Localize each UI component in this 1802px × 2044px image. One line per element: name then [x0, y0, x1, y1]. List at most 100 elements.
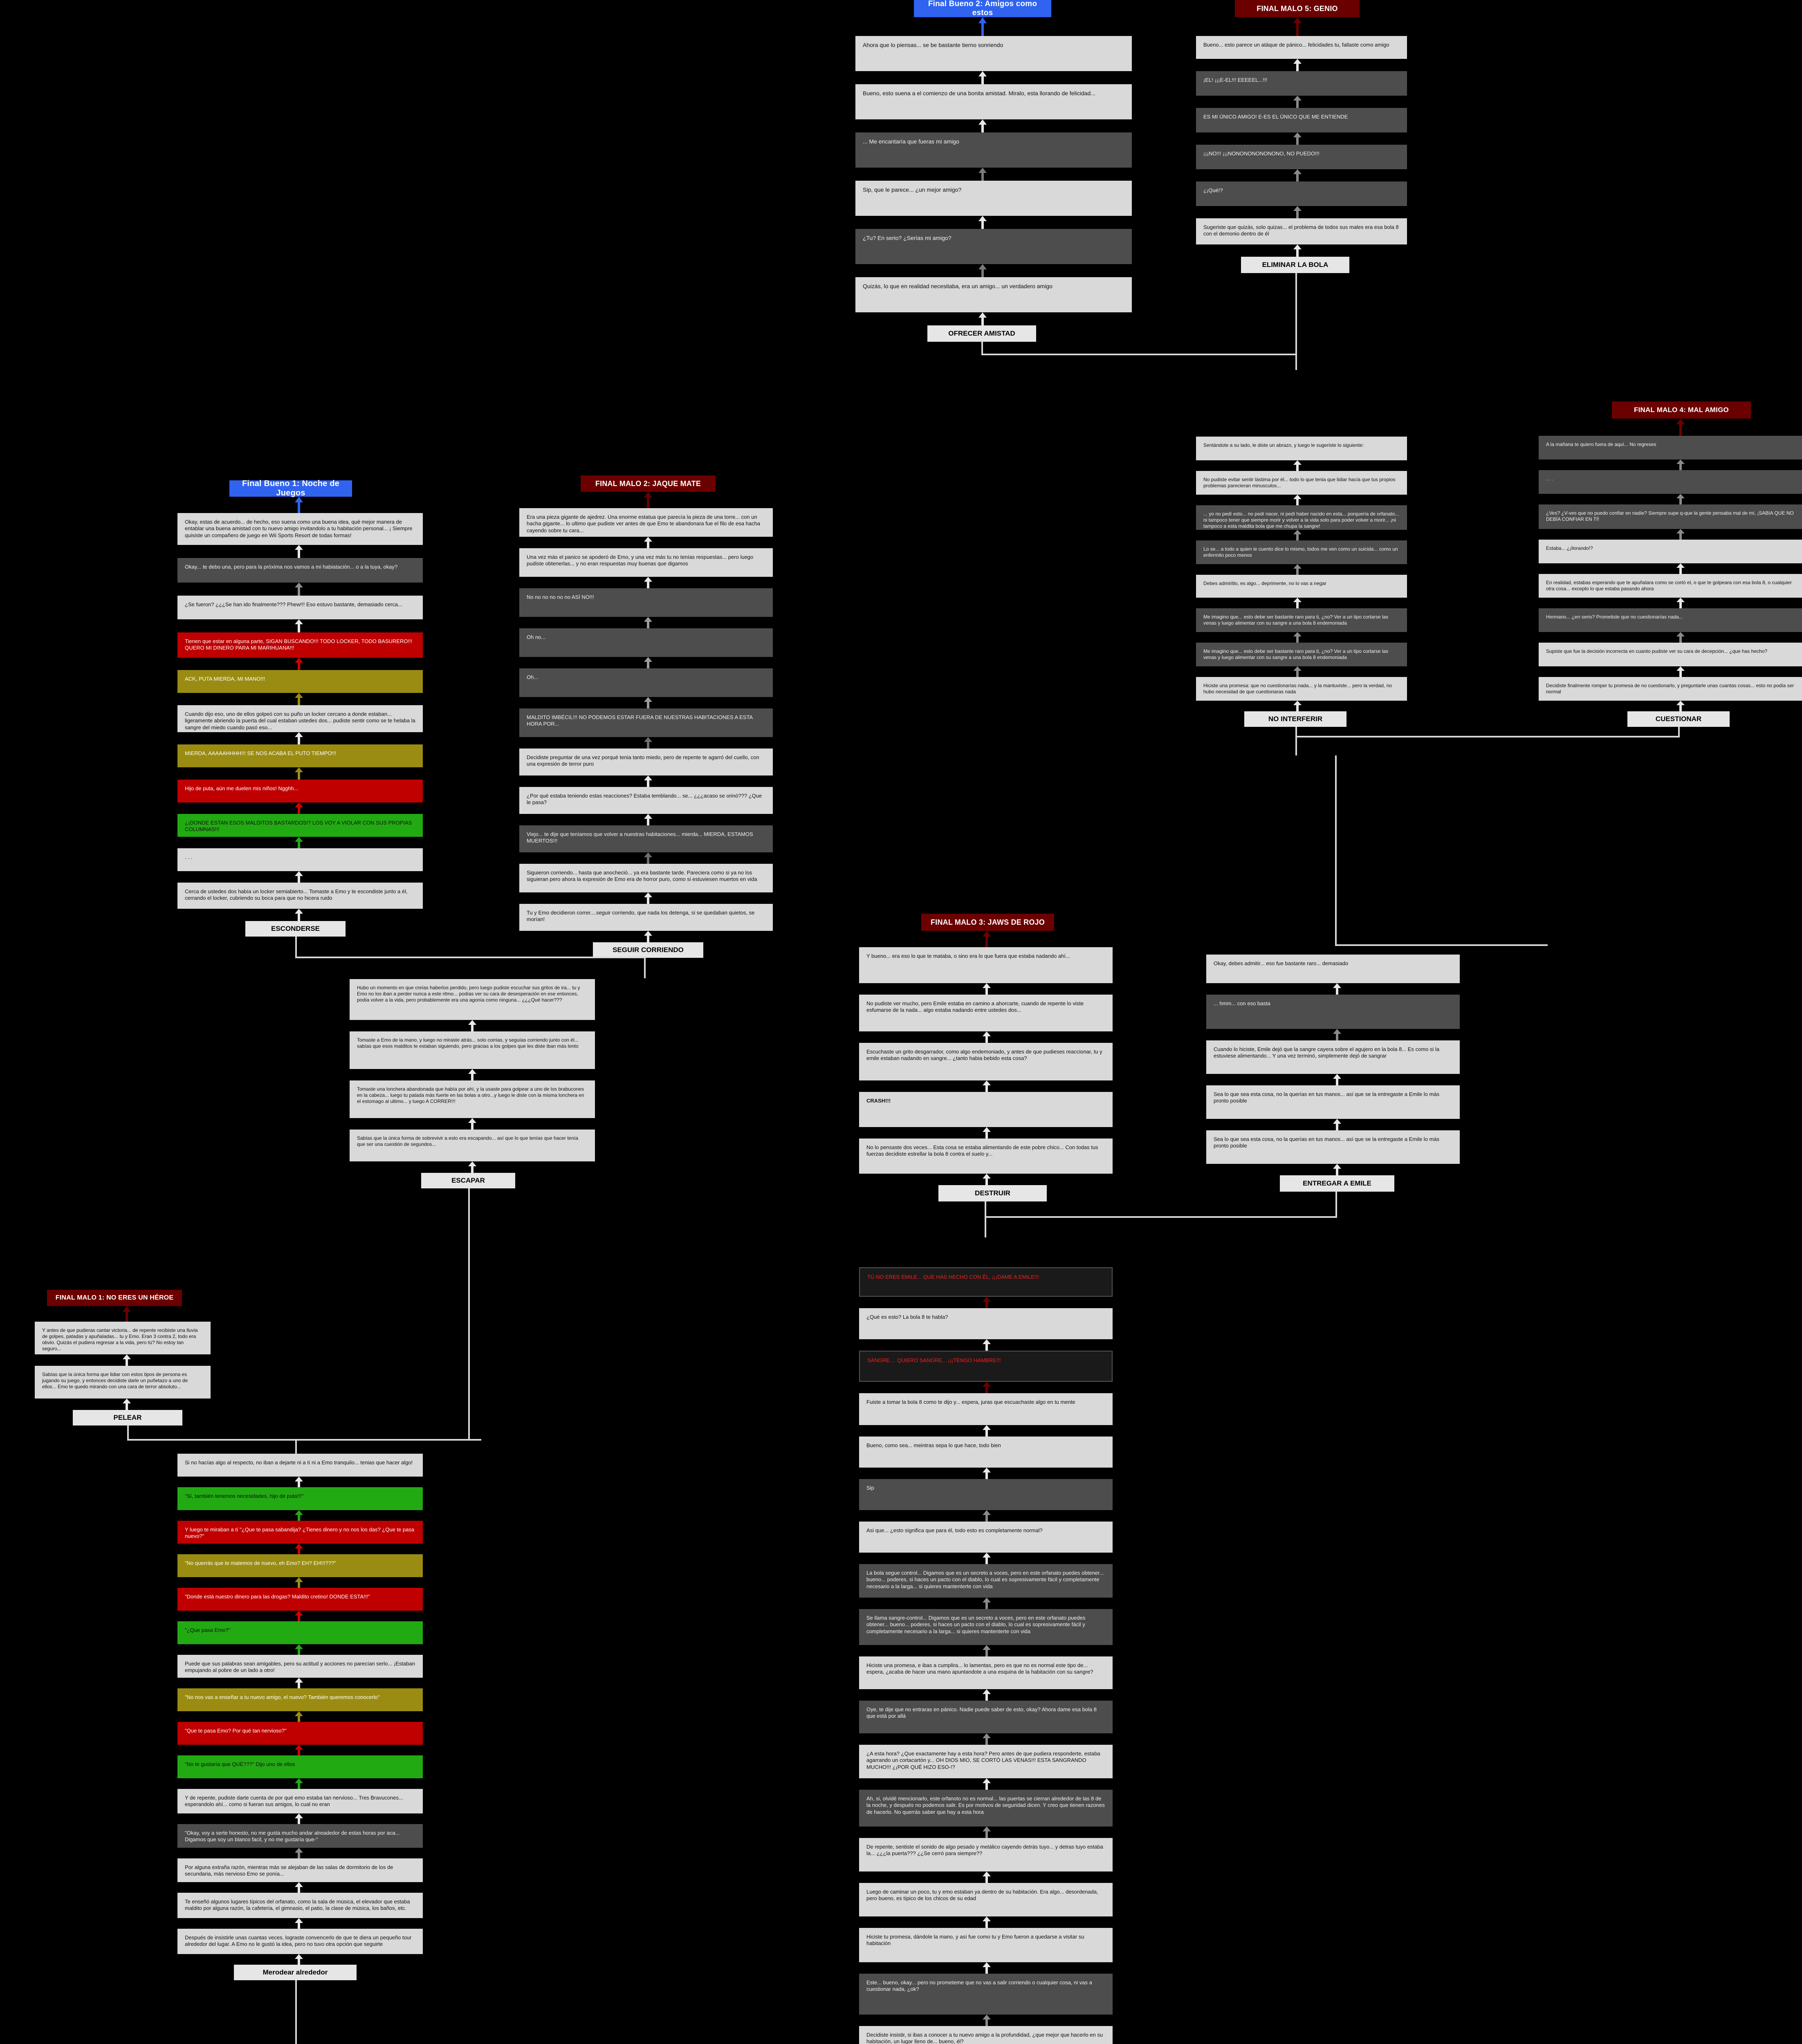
arrow-r13 — [983, 1598, 991, 1609]
arrow-m11 — [295, 1611, 303, 1621]
connector-amistad-up — [981, 342, 983, 355]
node-d4: No pudiste ver mucho, pero Emile estaba … — [859, 995, 1113, 1031]
node-c2: Siguieron corriendo... hasta que anochec… — [519, 864, 773, 892]
node-r16: Bueno, como sea... meintras sepa lo que … — [859, 1437, 1113, 1468]
node-a3: Sip, que le parece... ¿un mejor amigo? — [855, 181, 1132, 216]
arrow-b2 — [1293, 206, 1302, 218]
arrow-q6 — [1676, 529, 1685, 540]
arrow-c3 — [644, 852, 652, 864]
connector-amistad-bus — [981, 354, 1297, 355]
arrow-p2 — [123, 1354, 131, 1366]
node-d2: CRASH!!! — [859, 1092, 1113, 1127]
node-q4: En realidad, estabas esperando que te ap… — [1539, 574, 1802, 598]
arrow-i7 — [1293, 495, 1302, 505]
choice-no-interferir[interactable]: NO INTERFERIR — [1244, 711, 1346, 727]
node-m15: Si no hacías algo al respecto, no iban a… — [177, 1454, 423, 1477]
node-r10: Oye, te dije que no entraras en pánico. … — [859, 1701, 1113, 1733]
node-r8: Ah, si, olvidé mencionarlo, este orfanot… — [859, 1790, 1113, 1827]
arrow-h11 — [295, 545, 303, 558]
arrow-m1 — [295, 1954, 303, 1965]
arrow-a3 — [978, 216, 987, 229]
node-m14: "Sí, también tenemos necesidades, hijo d… — [177, 1487, 423, 1510]
node-h8: Tienen que estar en alguna parte, SIGAN … — [177, 632, 423, 658]
node-q8: A la mañana te quiero fuera de aquí... N… — [1539, 436, 1802, 459]
arrow-r16 — [983, 1468, 991, 1479]
node-b4: ES MI ÚNICO AMIGO! E-ES EL ÚNICO QUE ME … — [1196, 108, 1407, 132]
arrow-r19 — [983, 1339, 991, 1351]
node-h5: MIERDA, AAAAAHHHH!!! SE NOS ACABA EL PUT… — [177, 744, 423, 767]
arrow-h10 — [295, 583, 303, 596]
arrow-r17 — [983, 1425, 991, 1437]
node-r18: SANGRE.... QUIERO SANGRE... ¡¡¡TENGO HAM… — [859, 1351, 1113, 1382]
node-m4: "Okay, voy a serte honesto, no me gusta … — [177, 1824, 423, 1848]
node-c1: Tu y Emo decidieron correr....seguir cor… — [519, 904, 773, 931]
node-m11: "Donde está nuestro dinero para las drog… — [177, 1588, 423, 1611]
choice-merodear[interactable]: Merodear alrededor — [234, 1965, 357, 1980]
node-i4: Debes admiritlo, es algo... deprimente, … — [1196, 575, 1407, 598]
node-d1: No lo pensaste dos veces... Esta cosa se… — [859, 1139, 1113, 1174]
node-h6: Cuando dijo eso, uno de ellos golpeó con… — [177, 705, 423, 732]
connector-fight-bus — [127, 1439, 481, 1441]
choice-entregar-emile[interactable]: ENTREGAR A EMILE — [1280, 1175, 1394, 1192]
choice-cuestionar[interactable]: CUESTIONAR — [1627, 711, 1730, 727]
arrow-g4 — [1333, 1029, 1341, 1040]
ending-good-1: Final Bueno 1: Noche de Juegos — [229, 479, 352, 498]
node-e1: Sabías que la única forma de sobrevivir … — [350, 1130, 595, 1161]
arrow-d4 — [983, 1031, 991, 1043]
connector-fight-down — [295, 1439, 297, 1454]
arrow-b3 — [1293, 169, 1302, 182]
arrow-i6 — [1293, 530, 1302, 540]
node-i5: Lo se... a todo a quien le cuento dice l… — [1196, 540, 1407, 564]
ending-bad-2: FINAL MALO 2: JAQUE MATE — [581, 475, 716, 492]
arrow-q5 — [1676, 563, 1685, 574]
arrow-e1 — [468, 1161, 476, 1173]
arrow-m5 — [295, 1813, 303, 1824]
arrow-h7 — [295, 693, 303, 705]
node-r13: La bola segue control... Digamos que es … — [859, 1564, 1113, 1598]
node-c7: Oh... — [519, 668, 773, 697]
node-r20: TÚ NO ERES EMILE... QUE HAS HECHO CON ÉL… — [859, 1267, 1113, 1297]
arrow-d3 — [983, 1080, 991, 1092]
ending-bad-1: FINAL MALO 1: NO ERES UN HÉROE — [47, 1290, 182, 1306]
arrow-bad5 — [1293, 17, 1302, 36]
arrow-r14 — [983, 1553, 991, 1564]
node-h1: Cerca de ustedes dos había un locker sem… — [177, 883, 423, 909]
arrow-g1 — [1333, 1164, 1341, 1175]
choice-destruir[interactable]: DESTRUIR — [938, 1185, 1047, 1201]
choice-escapar[interactable]: ESCAPAR — [421, 1173, 515, 1188]
choice-ofrecer-amistad[interactable]: OFRECER AMISTAD — [927, 325, 1036, 342]
connector-interferir-bus — [1295, 736, 1680, 737]
connector-bola-bus — [985, 1216, 1337, 1218]
connector-cuestionar-up — [1678, 727, 1680, 737]
node-q7: . . . — [1539, 470, 1802, 494]
connector-bola-down — [985, 1216, 986, 1237]
choice-eliminar-bola[interactable]: ELIMINAR LA BOLA — [1241, 257, 1349, 273]
choice-esconderse[interactable]: ESCONDERSE — [245, 921, 346, 937]
arrow-r4 — [983, 2015, 991, 2026]
node-r14: Asi que... ¿esto significa que para él, … — [859, 1522, 1113, 1553]
node-m7: "Que te pasa Emo? Por qué tan nervioso?" — [177, 1722, 423, 1745]
node-i7: No pudiste evitar sentir lástima por él.… — [1196, 471, 1407, 495]
choice-seguir-corriendo[interactable]: SEGUIR CORRIENDO — [593, 942, 703, 958]
connector-bola-up — [1295, 273, 1297, 355]
arrow-a4 — [978, 168, 987, 181]
arrow-b6 — [1293, 59, 1302, 71]
node-r6: Luego de caminar un poco, tu y emo estab… — [859, 1883, 1113, 1916]
arrow-g5 — [1333, 983, 1341, 995]
arrow-r11 — [983, 1689, 991, 1701]
arrow-h2 — [295, 871, 303, 883]
node-c8: Oh no... — [519, 628, 773, 657]
arrow-q2 — [1676, 666, 1685, 677]
node-b2: ¿¡Qué!? — [1196, 182, 1407, 206]
arrow-r10 — [983, 1733, 991, 1745]
arrow-r12 — [983, 1645, 991, 1656]
node-r4: Este... bueno, okay... pero no prometeme… — [859, 1974, 1113, 2015]
choice-pelear[interactable]: PELEAR — [73, 1410, 182, 1425]
arrow-i1 — [1293, 701, 1302, 711]
node-m8: "No nos vas a enseñar a tu nuevo amigo, … — [177, 1688, 423, 1711]
connector-entregar-up — [1335, 755, 1337, 946]
arrow-h3 — [295, 837, 303, 848]
arrow-m7 — [295, 1745, 303, 1755]
arrow-m13 — [295, 1544, 303, 1554]
node-c11: Era una pieza gigante de ajedrez. Una en… — [519, 508, 773, 537]
